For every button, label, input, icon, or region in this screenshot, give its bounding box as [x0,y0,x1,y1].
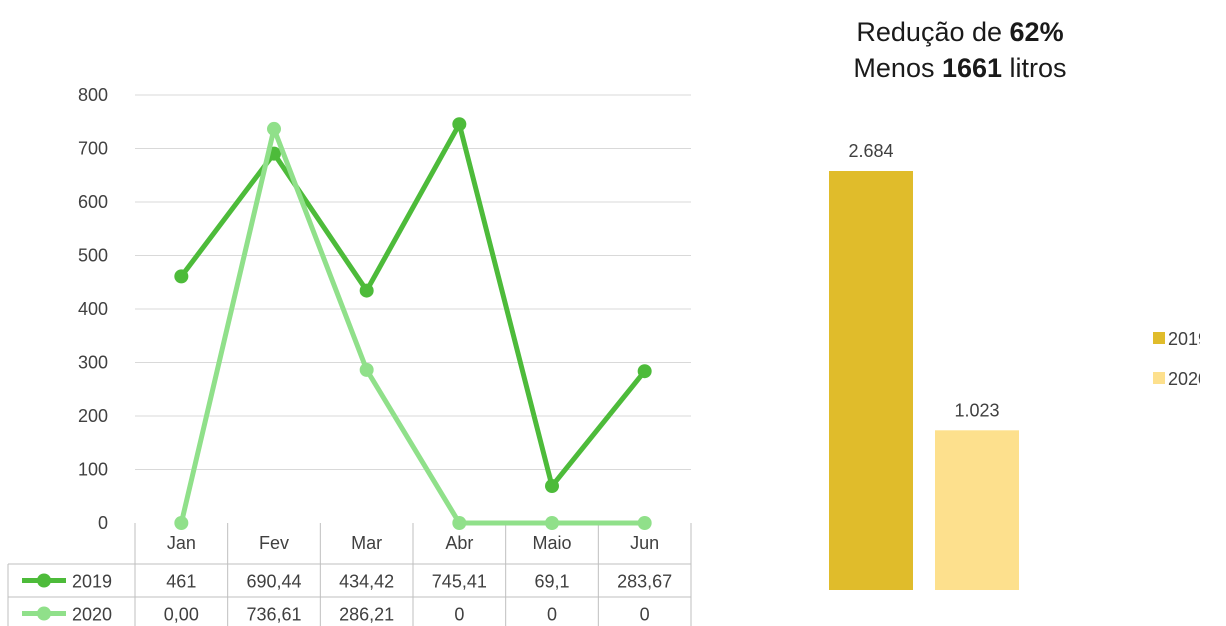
bar-2020 [935,430,1019,590]
data-point-2020 [452,516,467,530]
series-line-2020 [178,126,645,526]
legend-key-marker [37,573,51,588]
y-axis-ticks: 0 100 200 300 400 500 600 700 800 [78,85,108,533]
title-line-2-suffix: litros [1002,53,1067,83]
data-point-2019 [452,117,467,132]
table-cell-value: 0 [454,605,464,625]
bar-chart: 2.684 1.023 2019 2020 [829,141,1200,590]
x-category-label: Mar [351,533,382,553]
bars: 2.684 1.023 [829,141,1019,590]
series-lines [174,117,652,530]
data-point-2020 [359,362,374,377]
legend-label: 2019 [1168,329,1200,349]
table-cell-value: 69,1 [534,572,569,592]
y-tick-label: 600 [78,192,108,212]
table-cell-value: 736,61 [246,605,301,625]
x-category-label: Maio [532,533,571,553]
title-line-2-prefix: Menos [853,53,942,83]
data-point-2020 [545,516,559,530]
line-chart: 0 100 200 300 400 500 600 700 800 Jan Fev Mar Abr Ma… [7,85,692,626]
table-cell-value: 0 [547,605,557,625]
x-category-label: Jan [167,533,196,553]
series-line-2019 [179,121,647,489]
legend-swatch [1153,372,1165,384]
y-tick-label: 500 [78,246,108,266]
y-tick-label: 0 [98,513,108,533]
bar-chart-title: Redução de 62% Menos 1661 litros [830,14,1090,86]
title-line-1-text: Redução de [856,17,1010,47]
legend-label: 2020 [1168,369,1200,389]
table-cell-value: 690,44 [246,572,301,592]
y-tick-label: 300 [78,353,108,373]
legend-key-marker [37,606,51,621]
x-category-label: Fev [259,533,289,553]
data-point-2019 [359,283,374,298]
legend-swatch [1153,332,1165,344]
title-line-1: Redução de 62% [830,14,1090,50]
gridlines [135,94,691,470]
legend-series-name: 2019 [72,572,112,592]
data-point-2019 [174,269,189,284]
title-liters-value: 1661 [941,53,1003,83]
data-point-2020 [267,121,281,136]
data-point-2020 [637,516,652,530]
bar-legend: 2019 2020 [1153,329,1200,389]
title-reduction-percent: 62% [1009,17,1064,47]
table-cell-value: 286,21 [339,605,394,625]
x-category-label: Abr [445,533,473,553]
y-tick-label: 400 [78,299,108,319]
data-table: Jan Fev Mar Abr Maio Jun 2019 461 690,44 434,42 74… [7,523,692,626]
data-point-2020 [174,516,189,530]
y-tick-label: 100 [78,460,108,480]
table-cell-value: 461 [166,572,196,592]
title-line-2: Menos 1661 litros [830,50,1090,86]
bar-2019 [829,171,913,590]
table-cell-value: 283,67 [617,572,672,592]
table-cell-value: 434,42 [339,572,394,592]
bar-data-label: 1.023 [954,400,999,420]
y-tick-label: 700 [78,139,108,159]
table-cell-value: 745,41 [432,572,487,592]
y-tick-label: 200 [78,406,108,426]
data-point-2019 [637,364,652,379]
table-cell-value: 0 [640,605,650,625]
data-point-2019 [545,479,559,494]
bar-data-label: 2.684 [848,141,893,161]
y-tick-label: 800 [78,85,108,105]
table-cell-value: 0,00 [164,605,199,625]
x-category-label: Jun [630,533,659,553]
legend-series-name: 2020 [72,605,112,625]
